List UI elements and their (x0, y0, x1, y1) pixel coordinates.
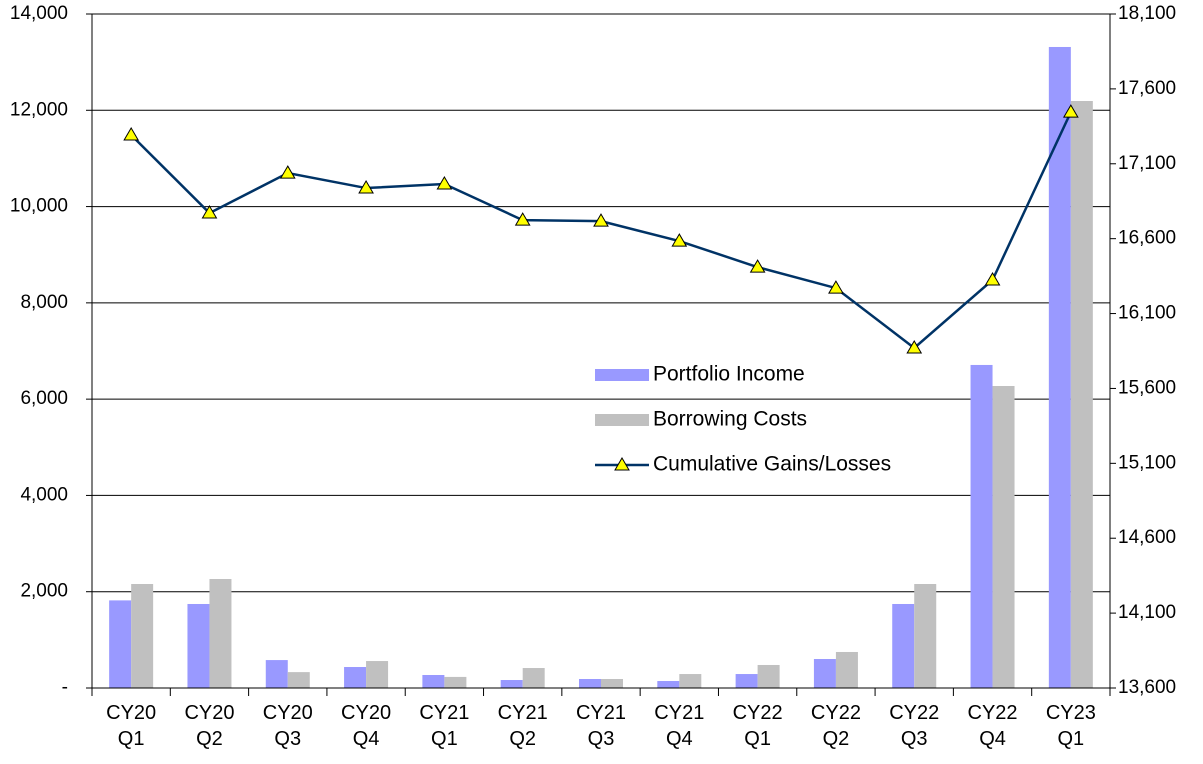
bar (1048, 46, 1071, 689)
marker (828, 280, 844, 294)
y2-tick-label: 14,100 (1118, 602, 1176, 623)
y2-tick-label: 15,100 (1118, 452, 1176, 473)
bar (265, 660, 288, 688)
y-tick-label: 10,000 (10, 196, 68, 217)
bar (1070, 100, 1093, 688)
y-tick-label: 6,000 (20, 388, 68, 409)
y2-tick-label: 16,600 (1118, 228, 1176, 249)
x-tick-label: CY20 Q4 (341, 702, 392, 750)
x-tick-label: CY21 Q4 (654, 702, 705, 750)
bar (757, 664, 780, 688)
x-tick-label: CY22 Q3 (889, 702, 940, 750)
bar (835, 651, 858, 688)
x-tick-label-box: CY21 Q1 (419, 702, 470, 750)
bar (500, 680, 523, 688)
y-tick-label: 14,000 (10, 3, 68, 24)
y-tick-label: - (62, 677, 68, 698)
y-tick-label: 4,000 (20, 484, 68, 505)
x-tick-label-box: CY21 Q3 (575, 702, 627, 750)
marker (123, 127, 140, 141)
bar (109, 600, 132, 688)
y2-tick-label: 13,600 (1118, 677, 1176, 698)
marker (436, 176, 453, 190)
x-tick-label-box: CY20 Q3 (262, 702, 313, 750)
y2-tick-label: 17,600 (1118, 78, 1176, 99)
x-tick-label-box: CY20 Q4 (341, 702, 392, 750)
bar (679, 674, 702, 688)
legend-marker (614, 457, 630, 471)
x-tick-label: CY22 Q2 (810, 702, 861, 750)
x-tick-label: CY22 Q1 (732, 702, 783, 750)
x-tick-label-box: CY22 Q1 (732, 702, 783, 750)
x-tick-label-box: CY21 Q2 (497, 702, 548, 750)
bar (735, 674, 758, 688)
marker (201, 205, 218, 219)
legend-label: Portfolio Income (653, 363, 805, 386)
x-tick-label: CY20 Q1 (106, 702, 157, 750)
x-tick-label-box: CY23 Q1 (1045, 702, 1096, 750)
bar (344, 667, 367, 688)
x-tick-label: CY21 Q1 (419, 702, 470, 750)
bar (131, 584, 154, 688)
y2-tick-label: 15,600 (1118, 377, 1176, 398)
y2-tick-label: 16,100 (1118, 303, 1176, 324)
bar (366, 661, 389, 688)
bar (813, 659, 836, 688)
marker (671, 233, 688, 247)
x-tick-label: CY21 Q3 (575, 702, 627, 750)
bar (657, 681, 680, 688)
marker (358, 180, 374, 194)
y-tick-label: 2,000 (20, 581, 68, 602)
marker (1062, 104, 1079, 118)
x-tick-label: CY21 Q2 (497, 702, 548, 750)
bar (892, 603, 915, 688)
x-tick-label: CY20 Q2 (184, 702, 235, 750)
marker (593, 213, 609, 227)
bar (209, 579, 232, 688)
y2-tick-label: 18,100 (1118, 3, 1176, 24)
bar (601, 678, 623, 688)
x-tick-label: CY22 Q4 (967, 702, 1018, 750)
bar (187, 603, 210, 688)
marker (279, 165, 296, 179)
bar (444, 676, 467, 688)
bar (579, 678, 601, 688)
x-tick-label-box: CY22 Q2 (810, 702, 861, 750)
x-tick-label-box: CY20 Q1 (106, 702, 157, 750)
bar (914, 584, 937, 688)
marker (749, 259, 766, 273)
y-tick-label: 8,000 (20, 292, 68, 313)
bar (422, 675, 445, 688)
y2-tick-label: 14,600 (1118, 527, 1176, 548)
bar (992, 385, 1015, 688)
marker (906, 340, 923, 354)
x-tick-label-box: CY22 Q4 (967, 702, 1018, 750)
y-tick-label: 12,000 (10, 99, 68, 120)
bar (287, 672, 310, 688)
legend-swatch (595, 414, 649, 426)
x-tick-label-box: CY22 Q3 (889, 702, 940, 750)
bar (522, 668, 545, 688)
legend-swatch (595, 369, 649, 381)
x-tick-label-box: CY20 Q2 (184, 702, 235, 750)
x-tick-label: CY23 Q1 (1045, 702, 1096, 750)
marker (984, 272, 1001, 286)
x-tick-label-box: CY21 Q4 (654, 702, 705, 750)
legend-label: Borrowing Costs (653, 408, 807, 431)
line (130, 111, 1072, 350)
marker (514, 212, 531, 226)
bar (970, 364, 993, 688)
x-tick-label: CY20 Q3 (262, 702, 313, 750)
y2-tick-label: 17,100 (1118, 153, 1176, 174)
legend-label: Cumulative Gains/Losses (653, 453, 891, 476)
